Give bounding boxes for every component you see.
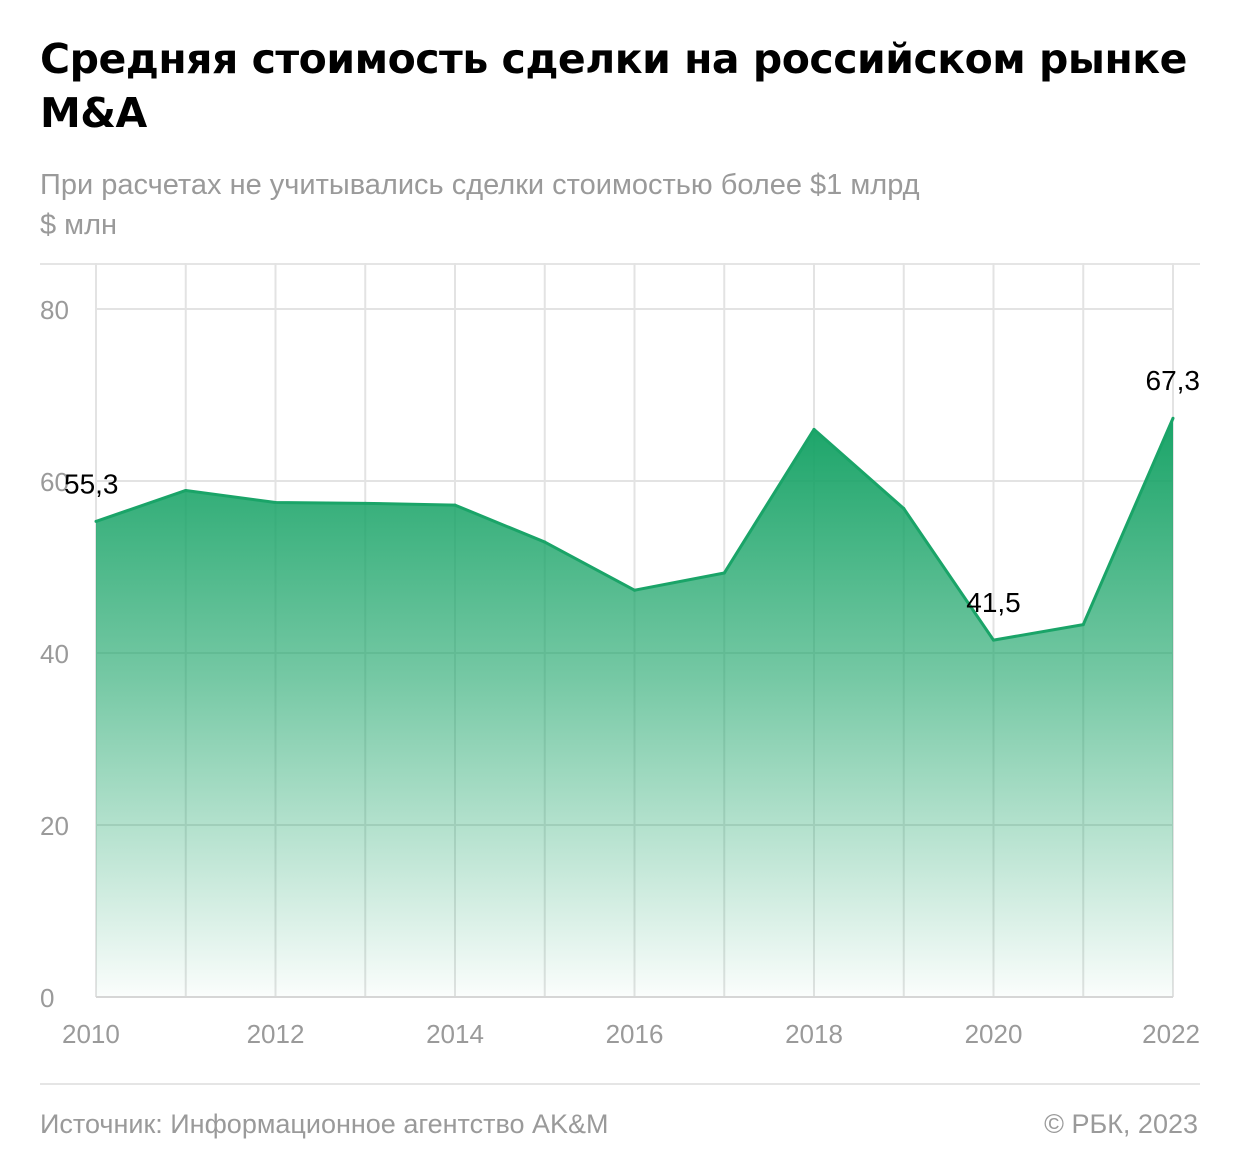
x-tick-label: 2018	[785, 1019, 843, 1049]
unit-label: $ млн	[40, 209, 118, 241]
x-tick-label: 2014	[426, 1019, 484, 1049]
data-point	[1171, 416, 1175, 420]
data-point	[722, 571, 726, 575]
x-tick-label: 2022	[1142, 1019, 1200, 1049]
x-tick-label: 2020	[965, 1019, 1023, 1049]
data-point	[543, 540, 547, 544]
data-point	[902, 507, 906, 511]
data-point	[94, 519, 98, 523]
x-tick-label: 2010	[62, 1019, 120, 1049]
x-tick-label: 2016	[606, 1019, 664, 1049]
data-point	[363, 501, 367, 505]
top-divider	[40, 263, 1200, 265]
y-tick-label: 40	[40, 639, 69, 669]
data-point	[184, 488, 188, 492]
data-label: 67,3	[1146, 365, 1201, 396]
data-label: 55,3	[64, 468, 119, 499]
data-point	[1081, 623, 1085, 627]
chart-title: Средняя стоимость сделки на российском р…	[40, 35, 1187, 137]
source-note: Источник: Информационное агентство AK&M	[40, 1109, 609, 1139]
data-point	[274, 501, 277, 504]
data-point	[633, 588, 636, 592]
chart-subtitle: При расчетах не учитывались сделки стоим…	[40, 169, 920, 201]
y-tick-label: 20	[40, 811, 69, 841]
area-fill	[96, 418, 1173, 998]
y-tick-label: 60	[40, 467, 69, 497]
area-chart: 0 20 40 60 80 2010 2012 2014 2016 2018 2020 2022 55,…	[40, 263, 1201, 1049]
data-point	[812, 427, 816, 431]
data-point	[992, 638, 995, 642]
y-tick-label: 80	[40, 295, 69, 325]
data-label: 41,5	[966, 587, 1021, 618]
y-tick-label: 0	[40, 983, 54, 1013]
x-tick-label: 2012	[247, 1019, 305, 1049]
bottom-divider	[40, 1083, 1200, 1085]
data-point	[453, 503, 457, 507]
copyright-note: © РБК, 2023	[1044, 1109, 1198, 1139]
